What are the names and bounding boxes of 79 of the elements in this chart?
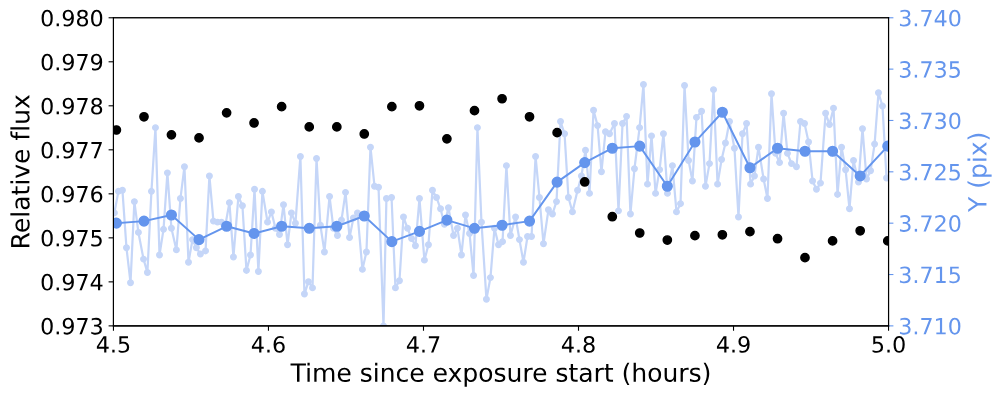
y-tick-label: 0.973 xyxy=(41,317,102,335)
y-tick-label: 0.976 xyxy=(41,185,103,203)
point xyxy=(414,100,425,111)
point xyxy=(387,101,397,112)
point xyxy=(800,252,810,263)
point xyxy=(469,105,480,116)
point xyxy=(331,122,342,132)
x-tick-label: 4.6 xyxy=(251,335,285,353)
point xyxy=(552,127,562,138)
x-tick-label: 4.7 xyxy=(406,336,440,353)
point xyxy=(854,170,866,182)
point xyxy=(606,142,618,154)
point xyxy=(303,222,315,234)
point xyxy=(827,236,838,246)
y2-tick-label: 3.740 xyxy=(899,9,961,27)
point xyxy=(716,106,728,118)
point xyxy=(331,220,343,232)
y2-tick-label: 3.715 xyxy=(899,266,960,284)
point xyxy=(113,125,122,135)
point xyxy=(662,235,673,245)
point xyxy=(468,222,481,234)
point xyxy=(139,111,149,122)
y-axis-title: Relative flux xyxy=(10,95,30,247)
point xyxy=(249,118,259,128)
point xyxy=(579,177,590,187)
point xyxy=(690,230,700,241)
y-tick-label: 0.978 xyxy=(41,97,103,115)
point xyxy=(166,129,177,140)
point xyxy=(194,133,204,143)
point xyxy=(524,111,535,122)
y-tick-label: 0.977 xyxy=(41,141,102,159)
point xyxy=(221,107,232,118)
point xyxy=(551,176,563,188)
y2-tick-label: 3.730 xyxy=(899,112,961,130)
point xyxy=(579,157,591,169)
point xyxy=(276,101,287,112)
point xyxy=(248,227,260,240)
x-tick-label: 4.9 xyxy=(716,335,750,353)
point xyxy=(661,180,673,192)
x-axis-title: Time since exposure start (hours) xyxy=(290,362,710,387)
point xyxy=(717,229,728,240)
point xyxy=(855,225,866,236)
y-tick-label: 0.974 xyxy=(41,273,103,291)
point xyxy=(441,214,453,226)
point xyxy=(165,209,177,221)
point xyxy=(634,228,645,238)
y-tick-label: 0.979 xyxy=(41,53,103,71)
point xyxy=(799,145,811,157)
point xyxy=(772,233,783,244)
point xyxy=(358,210,370,222)
y2-tick-label: 3.735 xyxy=(899,61,960,78)
point xyxy=(304,122,315,132)
x-tick-label: 4.8 xyxy=(561,335,595,353)
point xyxy=(359,129,370,139)
point xyxy=(221,220,233,232)
point xyxy=(523,215,536,227)
point xyxy=(413,225,426,237)
point xyxy=(442,133,452,144)
point xyxy=(138,215,150,227)
point xyxy=(193,234,205,246)
point xyxy=(827,145,839,157)
point xyxy=(689,136,701,148)
y2-axis-title: Y (pix) xyxy=(967,133,992,213)
point xyxy=(276,220,288,232)
point xyxy=(607,211,618,222)
x-tick-label: 4.5 xyxy=(96,336,130,353)
y2-tick-label: 3.710 xyxy=(899,317,961,335)
point xyxy=(771,142,784,154)
point xyxy=(496,219,508,231)
point xyxy=(386,236,398,248)
point xyxy=(745,226,755,237)
y-tick-label: 0.980 xyxy=(41,9,103,27)
y2-tick-label: 3.720 xyxy=(899,215,961,232)
point xyxy=(634,140,646,152)
y2-tick-label: 3.725 xyxy=(899,163,960,181)
point xyxy=(497,93,507,104)
x-tick-label: 5.0 xyxy=(872,335,905,353)
point xyxy=(744,162,756,174)
y-tick-label: 0.975 xyxy=(41,229,102,247)
